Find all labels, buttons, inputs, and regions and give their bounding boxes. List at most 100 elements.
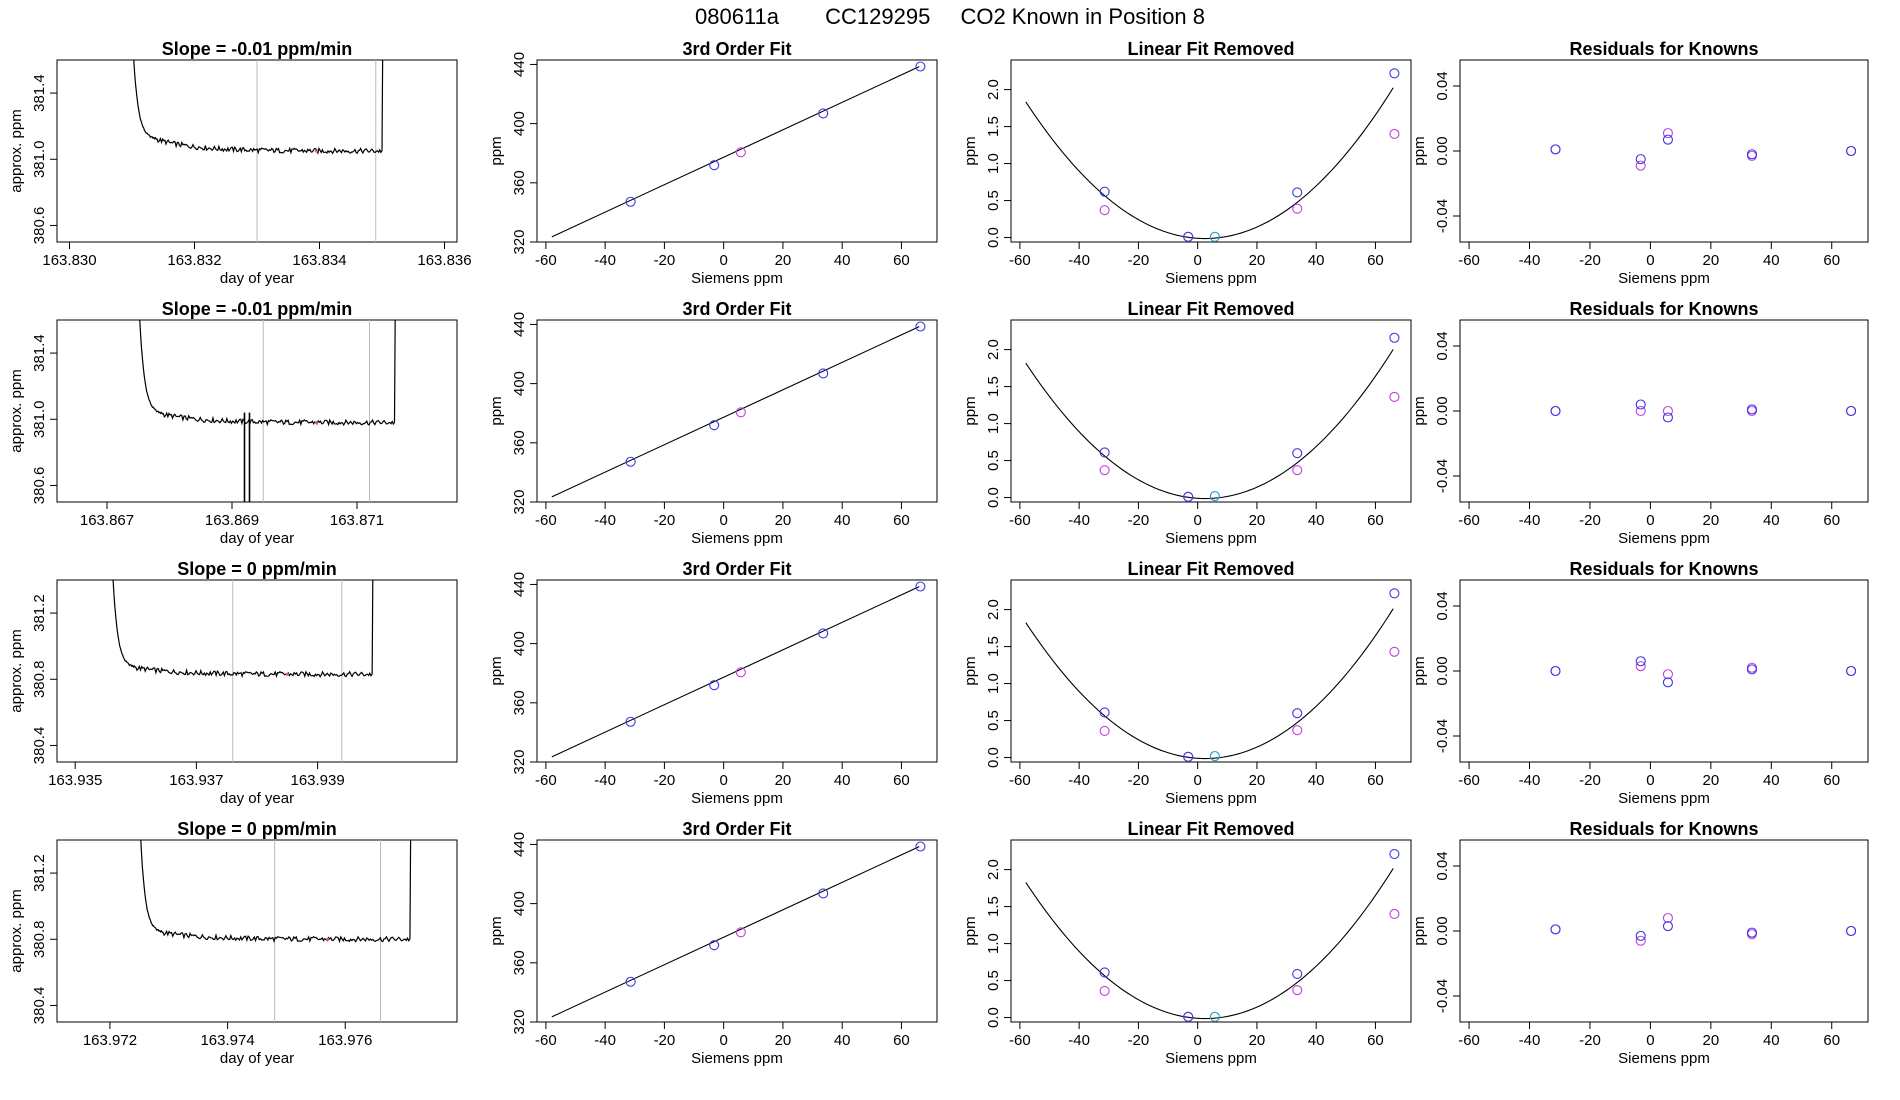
known-point xyxy=(915,841,926,852)
quadratic-curve xyxy=(1025,868,1394,1020)
residual-point-known xyxy=(1846,145,1857,157)
residual-point-fit xyxy=(1635,661,1646,672)
x-tick-label: 60 xyxy=(1823,1032,1840,1049)
plot-frame xyxy=(56,319,458,503)
y-tick-label: 1.0 xyxy=(985,413,1002,434)
y-tick-label: 320 xyxy=(511,489,528,514)
known-point xyxy=(1292,448,1303,459)
y-tick-label: 0.5 xyxy=(985,970,1002,991)
panel-title: Slope = 0 ppm/min xyxy=(177,559,337,579)
x-axis-label: Siemens ppm xyxy=(1618,530,1710,547)
known-point xyxy=(709,940,720,951)
x-tick-label: 163.830 xyxy=(42,252,96,269)
fit-line xyxy=(551,66,920,238)
x-tick-label: -60 xyxy=(535,772,557,789)
x-tick-label: -20 xyxy=(1579,252,1601,269)
x-tick-label: 60 xyxy=(1367,512,1384,529)
x-tick-label: -20 xyxy=(1128,252,1150,269)
residual-point-known xyxy=(1746,404,1757,415)
panel-fit-row-3: 3rd Order Fit -60 -40 -20 0 20 40 60 Siemens ppm… xyxy=(488,559,938,807)
y-tick-label: 2.0 xyxy=(985,339,1002,360)
plot-frame xyxy=(1459,319,1869,503)
x-tick-label: 163.836 xyxy=(417,252,471,269)
x-tick-label: -40 xyxy=(1068,1032,1090,1049)
fit-point xyxy=(1389,128,1400,140)
x-tick-label: 20 xyxy=(775,512,792,529)
panel-timeseries-row-1: Slope = -0.01 ppm/min 163.830 163.832 163.8… xyxy=(8,39,472,287)
y-tick-label: 400 xyxy=(511,891,528,916)
y-tick-label: 1.5 xyxy=(985,636,1002,657)
y-tick-label: 0.00 xyxy=(1434,656,1451,685)
fit-point xyxy=(1292,465,1303,476)
x-tick-label: 163.937 xyxy=(169,772,223,789)
known-point xyxy=(1099,186,1110,197)
x-tick-label: 60 xyxy=(893,512,910,529)
panel-title: 3rd Order Fit xyxy=(682,559,791,579)
x-axis-label: Siemens ppm xyxy=(691,530,783,547)
y-tick-label: 380.4 xyxy=(31,987,48,1025)
x-tick-label: 40 xyxy=(834,1032,851,1049)
known-point xyxy=(1292,187,1303,198)
y-axis-label: ppm xyxy=(488,916,505,945)
known-point xyxy=(625,196,636,207)
panel-title: Residuals for Knowns xyxy=(1569,299,1758,319)
y-axis-label: ppm xyxy=(962,136,979,165)
y-tick-label: 440 xyxy=(511,572,528,597)
plot-frame xyxy=(56,839,458,1023)
residual-point-known xyxy=(1550,665,1561,677)
fit-point xyxy=(1389,391,1400,402)
x-axis-label: Siemens ppm xyxy=(1165,270,1257,287)
x-tick-label: -60 xyxy=(1009,252,1031,269)
x-tick-label: -60 xyxy=(535,1032,557,1049)
sample-point xyxy=(735,927,746,938)
x-tick-label: -40 xyxy=(594,1032,616,1049)
y-tick-label: 360 xyxy=(511,690,528,715)
x-tick-label: 20 xyxy=(775,772,792,789)
x-tick-label: -40 xyxy=(594,772,616,789)
y-tick-label: 320 xyxy=(511,749,528,774)
x-tick-label: -40 xyxy=(1519,252,1541,269)
panel-title: 3rd Order Fit xyxy=(682,819,791,839)
x-tick-label: 20 xyxy=(1249,252,1266,269)
panel-title: Slope = -0.01 ppm/min xyxy=(162,39,353,59)
fit-point xyxy=(1099,205,1110,216)
plot-area xyxy=(1025,68,1400,242)
y-tick-label: 0.5 xyxy=(985,190,1002,211)
y-tick-label: 0.00 xyxy=(1434,396,1451,425)
y-tick-label: 320 xyxy=(511,1009,528,1034)
y-tick-label: 0.04 xyxy=(1434,71,1451,100)
x-tick-label: -20 xyxy=(1579,1032,1601,1049)
x-tick-label: -40 xyxy=(1068,252,1090,269)
plot-area xyxy=(133,60,384,242)
x-tick-label: 0 xyxy=(1646,252,1654,269)
y-tick-label: 360 xyxy=(511,950,528,975)
plot-frame xyxy=(1459,59,1869,243)
panel-timeseries-row-2: Slope = -0.01 ppm/min 163.867 163.869 163.8… xyxy=(8,299,458,547)
x-tick-label: 40 xyxy=(1308,252,1325,269)
residual-point-known xyxy=(1550,144,1561,155)
x-tick-label: -40 xyxy=(1519,1032,1541,1049)
x-tick-label: 40 xyxy=(834,252,851,269)
x-axis-label: Siemens ppm xyxy=(691,270,783,287)
x-tick-label: 40 xyxy=(1763,772,1780,789)
y-tick-label: 380.4 xyxy=(31,727,48,765)
y-axis-label: approx. ppm xyxy=(8,369,25,452)
y-axis-label: ppm xyxy=(488,136,505,165)
y-tick-label: 380.6 xyxy=(31,207,48,245)
y-tick-label: 0.00 xyxy=(1434,136,1451,165)
x-tick-label: -40 xyxy=(1519,512,1541,529)
figure-title-position: CO2 Known in Position 8 xyxy=(960,4,1205,29)
x-tick-label: 163.976 xyxy=(318,1032,372,1049)
x-tick-label: 163.832 xyxy=(167,252,221,269)
x-tick-label: -60 xyxy=(1009,1032,1031,1049)
window-mean-marker xyxy=(314,149,318,153)
known-point xyxy=(1389,588,1400,599)
y-tick-label: -0.04 xyxy=(1434,199,1451,233)
plot-area xyxy=(551,61,926,238)
x-tick-label: -60 xyxy=(535,252,557,269)
plot-area xyxy=(1550,399,1857,423)
y-tick-label: 0.0 xyxy=(985,747,1002,768)
residual-point-known xyxy=(1846,925,1857,937)
figure-title-date: 080611a xyxy=(695,4,780,29)
y-axis-label: approx. ppm xyxy=(8,629,25,712)
